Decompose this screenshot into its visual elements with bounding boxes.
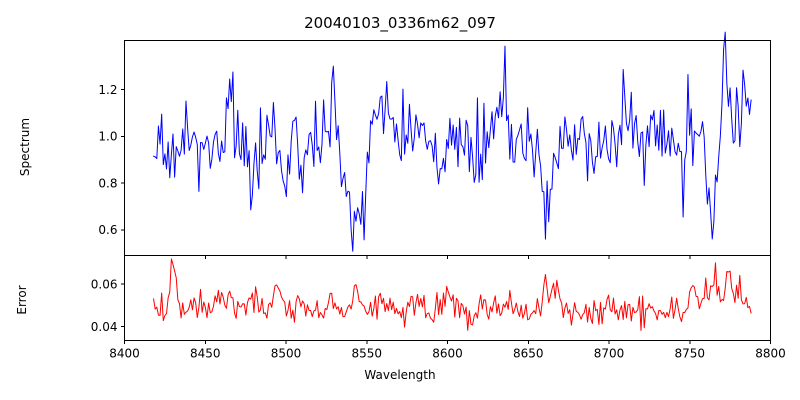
x-axis-label: Wavelength bbox=[364, 368, 436, 382]
x-tick-label: 8800 bbox=[755, 347, 786, 361]
x-tick-label: 8550 bbox=[351, 347, 382, 361]
y-tick-label-error: 0.04 bbox=[91, 320, 118, 334]
y-tick-label-spectrum: 0.6 bbox=[98, 223, 117, 237]
x-tick-label: 8650 bbox=[513, 347, 544, 361]
series-error bbox=[153, 258, 752, 331]
x-tick-label: 8700 bbox=[594, 347, 625, 361]
x-tick-label: 8600 bbox=[432, 347, 463, 361]
page-title: 20040103_0336m62_097 bbox=[304, 14, 496, 32]
axes-frame-error bbox=[123, 254, 772, 342]
series-spectrum bbox=[153, 31, 752, 252]
x-tick-label: 8450 bbox=[190, 347, 221, 361]
panel-spectrum: 0.6 0.8 1.0 1.2 bbox=[98, 31, 772, 259]
y-tick-label-spectrum: 1.2 bbox=[98, 83, 117, 97]
x-tick-label: 8750 bbox=[674, 347, 705, 361]
panel-error: 0.04 0.06 8400 8450 8500 8550 8600 8650 8700 8750… bbox=[91, 254, 786, 361]
y-tick-label-spectrum: 0.8 bbox=[98, 176, 117, 190]
x-tick-label: 8400 bbox=[109, 347, 140, 361]
y-tick-label-spectrum: 1.0 bbox=[98, 130, 117, 144]
x-tick-label: 8500 bbox=[271, 347, 302, 361]
y-tick-label-error: 0.06 bbox=[91, 277, 118, 291]
